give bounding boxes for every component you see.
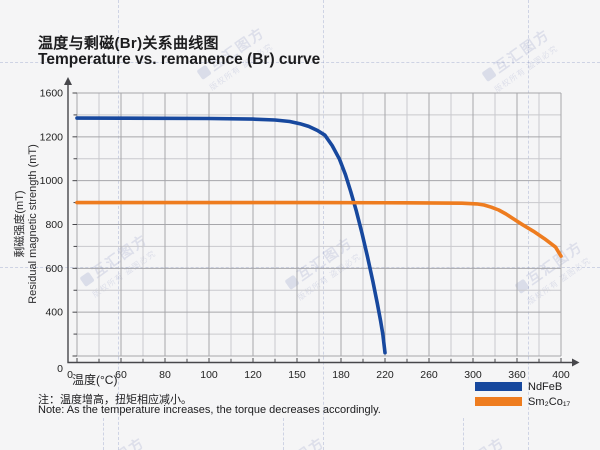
y-axis-title-zh: 剩磁强度(mT) xyxy=(14,190,26,258)
x-tick-label: 100 xyxy=(200,369,218,381)
legend-swatch-ndfeb xyxy=(475,382,522,391)
legend-swatch-sm2co17 xyxy=(475,397,522,406)
legend-label-sm2co17: Sm₂Co₁₇ xyxy=(528,395,571,408)
series-line-ndfeb xyxy=(75,116,387,355)
x-tick-label: 120 xyxy=(244,369,262,381)
x-tick-label: 0 xyxy=(67,369,73,381)
chart-title-zh: 温度与剩磁(Br)关系曲线图 xyxy=(38,35,219,52)
note-zh: 注：温度增高，扭矩相应减小。 xyxy=(38,394,192,406)
x-tick-label: 180 xyxy=(332,369,350,381)
x-tick-label: 260 xyxy=(420,369,438,381)
watermark-guide-line xyxy=(103,418,104,450)
legend-label-ndfeb: NdFeB xyxy=(528,380,563,393)
note-en: Note: As the temperature increases, the … xyxy=(38,404,381,416)
x-tick-label: 60 xyxy=(115,369,127,381)
x-tick-label: 150 xyxy=(288,369,306,381)
legend-item-sm2co17: Sm₂Co₁₇ xyxy=(475,394,570,409)
y-tick-label: 1000 xyxy=(40,175,64,187)
x-tick-label: 400 xyxy=(552,369,570,381)
y-tick-label: 400 xyxy=(45,307,63,319)
y-axis-title: 剩磁强度(mT) Residual magnetic strength (mT) xyxy=(14,144,40,304)
x-tick-label: 360 xyxy=(508,369,526,381)
x-tick-label: 300 xyxy=(464,369,482,381)
legend: NdFeB Sm₂Co₁₇ xyxy=(475,379,570,409)
y-tick-label: 1200 xyxy=(40,131,64,143)
y-tick-label: 0 xyxy=(57,363,63,375)
watermark-guide-line xyxy=(283,418,284,450)
y-tick-label: 600 xyxy=(45,263,63,275)
watermark-guide-line xyxy=(0,62,600,63)
y-tick-label: 800 xyxy=(45,219,63,231)
watermark-guide-line xyxy=(0,267,600,268)
x-axis-title: 温度(°C) xyxy=(72,373,118,387)
series-line-sm2co17 xyxy=(75,200,563,258)
chart-title-en: Temperature vs. remanence (Br) curve xyxy=(38,51,321,68)
y-axis-title-en: Residual magnetic strength (mT) xyxy=(27,144,39,304)
y-tick-label: 1600 xyxy=(40,88,64,100)
watermark-guide-line xyxy=(463,418,464,450)
legend-item-ndfeb: NdFeB xyxy=(475,379,570,394)
x-tick-label: 220 xyxy=(376,369,394,381)
x-tick-label: 80 xyxy=(159,369,171,381)
